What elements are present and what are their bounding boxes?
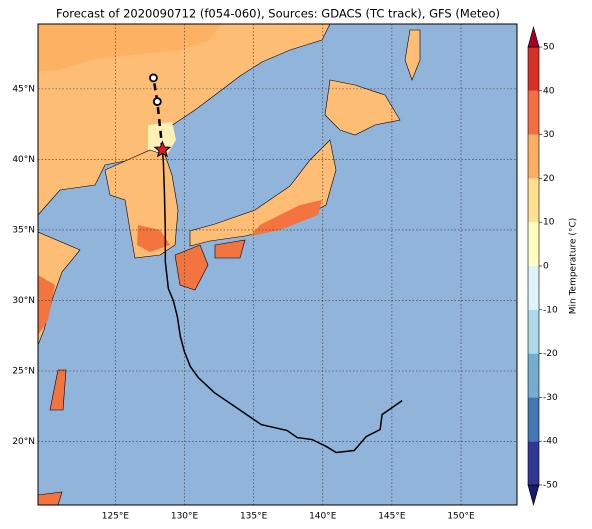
title: Forecast of 2020090712 (f054-060), Sourc… xyxy=(56,7,500,21)
land-sakhalin xyxy=(404,29,421,81)
x-tick-label: 125°E xyxy=(102,512,130,522)
colorbar-over xyxy=(527,25,540,48)
colorbar-band xyxy=(528,222,539,266)
colorbar-tick-label: 20 xyxy=(543,174,555,184)
forecast-point xyxy=(149,73,158,83)
land-hokkaido xyxy=(324,79,401,136)
colorbar-band xyxy=(528,134,539,179)
track-line xyxy=(161,149,403,454)
colorbar-band xyxy=(528,178,539,223)
colorbar-band xyxy=(528,441,539,485)
land-mainland xyxy=(38,24,331,216)
colorbar-band xyxy=(528,47,539,91)
land-pale xyxy=(148,122,176,158)
y-tick-label: 45°N xyxy=(12,84,35,94)
land-shikoku xyxy=(214,239,246,259)
colorbar-band xyxy=(528,90,539,135)
y-tick-label: 30°N xyxy=(12,296,35,306)
colorbar-band xyxy=(528,309,539,354)
colorbar-band xyxy=(528,353,539,398)
land-korea-warm xyxy=(137,225,170,252)
colorbar-tick-label: 40 xyxy=(543,86,555,96)
colorbar-label: Min Temperature (°C) xyxy=(569,218,579,315)
colorbar-tick-label: 50 xyxy=(543,43,555,53)
forecast-point xyxy=(152,97,162,106)
x-tick-label: 145°E xyxy=(378,512,406,522)
y-tick-label: 35°N xyxy=(12,225,35,235)
colorbar-tick-label: -50 xyxy=(543,481,558,491)
land-honshu-warm xyxy=(250,200,322,236)
colorbar-tick-label: 30 xyxy=(543,130,555,140)
land-kyushu xyxy=(174,244,209,291)
map-frame xyxy=(37,23,518,506)
y-tick-label: 20°N xyxy=(12,437,35,447)
colorbar-tick-label: 0 xyxy=(543,262,549,272)
colorbar-tick-label: -20 xyxy=(543,349,558,359)
colorbar-tick-label: 10 xyxy=(543,218,555,228)
land-hainan xyxy=(38,491,63,505)
map xyxy=(38,24,517,505)
land-inland xyxy=(38,24,220,72)
colorbar-band xyxy=(528,397,539,442)
current-position xyxy=(153,140,172,158)
colorbar-under xyxy=(527,484,540,507)
y-tick-label: 25°N xyxy=(12,366,35,376)
x-tick-label: 135°E xyxy=(240,512,268,522)
y-tick-label: 40°N xyxy=(12,155,35,165)
colorbar-tick-label: -10 xyxy=(543,305,558,315)
x-tick-label: 140°E xyxy=(309,512,337,522)
x-tick-label: 130°E xyxy=(171,512,199,522)
land-taiwan xyxy=(49,369,67,411)
colorbar-tick-label: -30 xyxy=(543,393,558,403)
colorbar-tick-label: -40 xyxy=(543,437,558,447)
colorbar-band xyxy=(528,266,539,310)
land-warm xyxy=(38,275,55,335)
overlay xyxy=(38,24,517,505)
x-tick-label: 150°E xyxy=(447,512,475,522)
